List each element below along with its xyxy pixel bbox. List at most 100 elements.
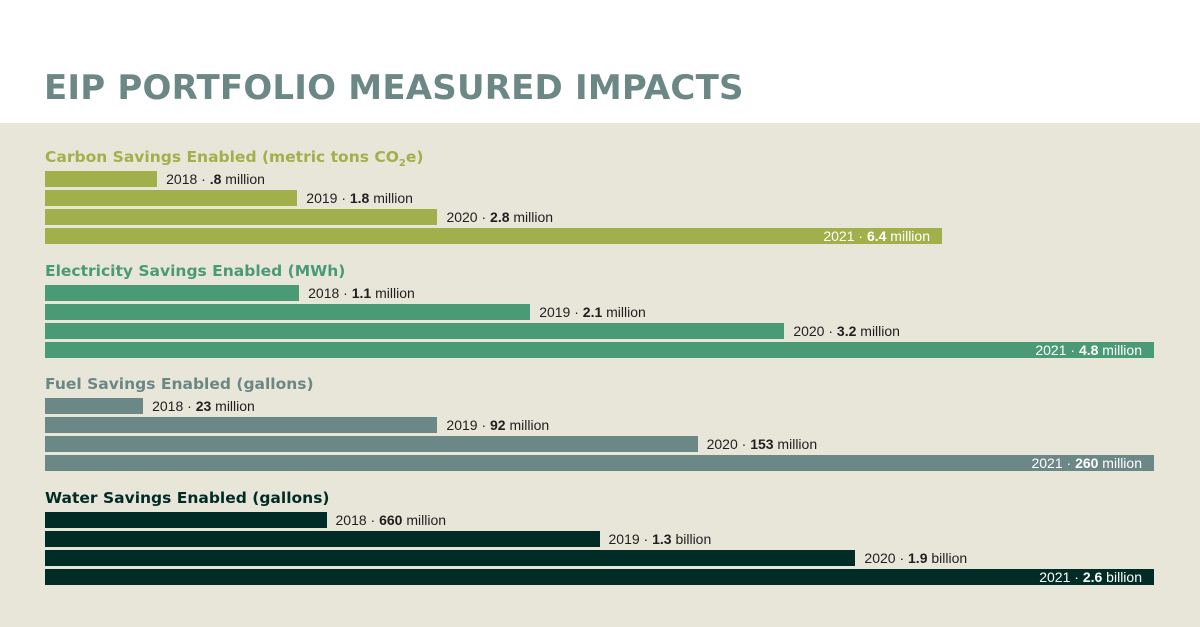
bar-value: 153 [750,436,774,452]
bar-value: 1.8 [349,190,370,206]
fuel-bar-label-2020: 2020 · 153 million [707,435,818,454]
electricity-bar-row-2020: 2020 · 3.2 million [0,322,1200,341]
carbon-bar-2019 [45,190,298,206]
bar-year: 2021 · [1039,569,1083,585]
bar-year: 2018 · [152,398,196,414]
bar-unit: million [211,398,255,414]
water-bar-2020 [45,550,856,566]
bar-unit: million [773,436,818,452]
water-savings-group: Water Savings Enabled (gallons) 2018 · 6… [0,489,1200,609]
carbon-bar-2018 [45,171,158,187]
water-bar-label-2019: 2019 · 1.3 billion [609,530,712,549]
bar-year: 2019 · [539,304,583,320]
electricity-bar-2018 [45,285,300,301]
water-bar-2018 [45,512,327,528]
water-bar-row-2020: 2020 · 1.9 billion [0,549,1200,568]
bar-year: 2020 · [793,323,837,339]
water-bar-row-2021: 2021 · 2.6 billion [0,568,1200,587]
bar-value: 660 [379,512,403,528]
bar-unit: million [371,285,415,301]
water-savings-label: Water Savings Enabled (gallons) [45,489,330,507]
bar-year: 2019 · [608,531,653,547]
fuel-bar-label-2019: 2019 · 92 million [446,416,549,435]
bar-value: 260 [1075,455,1099,471]
carbon-bar-label-2019: 2019 · 1.8 million [306,189,413,208]
bar-unit: billion [927,550,968,566]
bar-value: 2.1 [582,304,603,320]
bar-year: 2021 · [823,228,867,244]
bar-value: 1.3 [652,531,672,547]
electricity-bar-row-2018: 2018 · 1.1 million [0,284,1200,303]
electricity-bar-label-2019: 2019 · 2.1 million [539,303,646,322]
carbon-bar-label-2021: 2021 · 6.4 million [823,227,930,246]
carbon-bar-label-2018: 2018 · .8 million [166,170,265,189]
bar-unit: million [1098,455,1142,471]
bar-value: 23 [195,398,212,414]
bar-year: 2018 · [335,512,380,528]
carbon-savings-group: Carbon Savings Enabled (metric tons CO2e… [0,148,1200,268]
carbon-bar-2020 [45,209,438,225]
electricity-bar-label-2021: 2021 · 4.8 million [1035,341,1142,360]
electricity-bar-2020 [45,323,785,339]
bar-year: 2021 · [1035,342,1079,358]
carbon-bar-2021 [45,228,942,244]
fuel-savings-group: Fuel Savings Enabled (gallons) 2018 · 23… [0,375,1200,495]
bar-value: 6.4 [866,228,887,244]
bar-year: 2021 · [1031,455,1076,471]
bar-value: 92 [490,417,506,433]
chart-title: EIP PORTFOLIO MEASURED IMPACTS [44,68,744,108]
fuel-savings-label: Fuel Savings Enabled (gallons) [45,375,314,393]
bar-year: 2018 · [166,171,210,187]
fuel-bar-2018 [45,398,144,414]
carbon-bar-row-2019: 2019 · 1.8 million [0,189,1200,208]
fuel-bar-row-2018: 2018 · 23 million [0,397,1200,416]
chart-panel: Carbon Savings Enabled (metric tons CO2e… [0,123,1200,627]
bar-value: .8 [209,171,222,187]
bar-value: 1.1 [351,285,372,301]
bar-unit: million [509,209,554,225]
electricity-bar-row-2021: 2021 · 4.8 million [0,341,1200,360]
bar-year: 2019 · [446,417,490,433]
electricity-bar-2021 [45,342,1154,358]
bar-year: 2020 · [446,209,491,225]
bar-year: 2019 · [306,190,350,206]
electricity-bar-row-2019: 2019 · 2.1 million [0,303,1200,322]
water-bar-2019 [45,531,600,547]
bar-unit: billion [1102,569,1142,585]
water-bar-label-2021: 2021 · 2.6 billion [1039,568,1142,587]
water-bar-label-2020: 2020 · 1.9 billion [864,549,967,568]
bar-year: 2020 · [864,550,909,566]
bar-unit: million [369,190,413,206]
fuel-bar-2019 [45,417,438,433]
fuel-bar-label-2021: 2021 · 260 million [1031,454,1142,473]
bar-value: 2.8 [490,209,510,225]
electricity-bar-label-2018: 2018 · 1.1 million [308,284,415,303]
bar-value: 2.6 [1082,569,1103,585]
water-bar-row-2019: 2019 · 1.3 billion [0,530,1200,549]
bar-value: 4.8 [1078,342,1099,358]
fuel-bar-row-2019: 2019 · 92 million [0,416,1200,435]
electricity-bar-2019 [45,304,531,320]
bar-unit: million [1098,342,1142,358]
carbon-bar-row-2018: 2018 · .8 million [0,170,1200,189]
bar-unit: million [505,417,550,433]
bar-value: 1.9 [908,550,928,566]
electricity-bar-label-2020: 2020 · 3.2 million [793,322,900,341]
bar-unit: million [402,512,447,528]
bar-year: 2018 · [308,285,352,301]
bar-unit: million [221,171,265,187]
fuel-bar-label-2018: 2018 · 23 million [152,397,255,416]
electricity-savings-label: Electricity Savings Enabled (MWh) [45,262,346,280]
fuel-bar-2021 [45,455,1154,471]
bar-unit: million [856,323,900,339]
carbon-bar-label-2020: 2020 · 2.8 million [446,208,553,227]
bar-unit: billion [671,531,712,547]
water-bar-row-2018: 2018 · 660 million [0,511,1200,530]
bar-value: 3.2 [836,323,857,339]
bar-unit: million [886,228,930,244]
water-bar-label-2018: 2018 · 660 million [336,511,447,530]
carbon-bar-row-2020: 2020 · 2.8 million [0,208,1200,227]
bar-year: 2020 · [706,436,751,452]
carbon-bar-row-2021: 2021 · 6.4 million [0,227,1200,246]
fuel-bar-2020 [45,436,698,452]
